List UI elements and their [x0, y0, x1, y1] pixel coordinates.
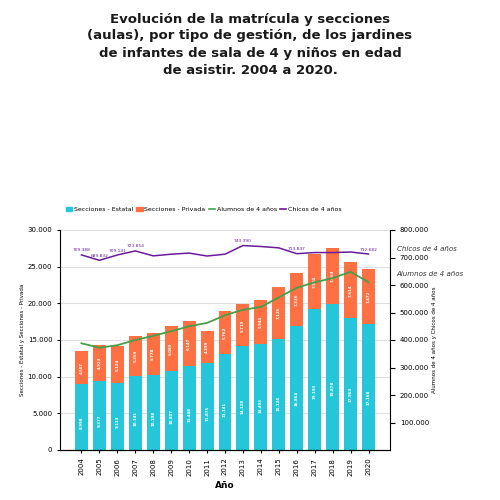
Legend: Secciones - Estatal, Secciones - Privada, Alumnos de 4 años, Chicos de 4 años: Secciones - Estatal, Secciones - Privada… [63, 204, 344, 215]
Text: 713.847: 713.847 [288, 247, 306, 251]
Bar [147, 333, 160, 375]
Text: 10.198: 10.198 [151, 411, 155, 426]
Text: 6.089: 6.089 [169, 342, 173, 354]
Text: 743.390: 743.390 [234, 239, 252, 243]
Text: 4.299: 4.299 [205, 341, 209, 353]
Bar [93, 345, 106, 381]
Bar [147, 375, 160, 450]
Bar [164, 326, 177, 370]
Bar [75, 351, 88, 384]
Bar [290, 272, 303, 326]
Text: 7.126: 7.126 [277, 306, 281, 319]
Bar [111, 383, 124, 450]
Text: 689.832: 689.832 [90, 254, 108, 258]
Y-axis label: Secciones - Estatal y Secciones - Privada: Secciones - Estatal y Secciones - Privad… [20, 284, 25, 396]
Bar [362, 270, 375, 324]
Bar [254, 300, 268, 344]
Bar [218, 312, 232, 354]
Bar [200, 332, 213, 363]
Bar [182, 321, 196, 366]
Text: 7.472: 7.472 [366, 290, 370, 303]
Text: 8.998: 8.998 [80, 416, 84, 428]
Bar [272, 339, 285, 450]
Text: 709.141: 709.141 [108, 248, 126, 252]
Text: Evolución de la matrícula y secciones
(aulas), por tipo de gestión, de los jardi: Evolución de la matrícula y secciones (a… [88, 12, 412, 76]
Bar [344, 318, 357, 450]
Text: 14.128: 14.128 [241, 399, 245, 414]
Text: 13.141: 13.141 [223, 402, 227, 417]
Text: 6.147: 6.147 [187, 338, 191, 349]
Bar [272, 287, 285, 339]
Text: 11.875: 11.875 [205, 406, 209, 421]
Text: 16.864: 16.864 [295, 390, 299, 406]
Bar [129, 336, 141, 376]
Bar [182, 366, 196, 450]
Text: 5.944: 5.944 [259, 316, 263, 328]
Bar [344, 262, 357, 318]
Bar [164, 370, 177, 450]
Text: 7.614: 7.614 [348, 284, 352, 296]
Text: 17.963: 17.963 [348, 387, 352, 402]
Text: 10.807: 10.807 [169, 409, 173, 424]
Bar [200, 363, 213, 450]
Text: 712.682: 712.682 [360, 248, 378, 252]
Text: 17.168: 17.168 [366, 390, 370, 404]
Text: 19.878: 19.878 [330, 381, 334, 396]
Bar [75, 384, 88, 450]
Bar [254, 344, 268, 450]
Text: 5.719: 5.719 [241, 319, 245, 332]
Text: Alumnos de 4 años: Alumnos de 4 años [396, 271, 464, 277]
Text: 11.448: 11.448 [187, 407, 191, 422]
Text: 10.141: 10.141 [134, 412, 138, 426]
Text: 7.336: 7.336 [295, 293, 299, 306]
Text: 7.663: 7.663 [330, 270, 334, 282]
Bar [326, 248, 339, 304]
Text: 5.359: 5.359 [134, 350, 138, 362]
Bar [362, 324, 375, 450]
X-axis label: Año: Año [215, 481, 235, 490]
Bar [308, 254, 321, 310]
Bar [111, 346, 124, 383]
Bar [308, 310, 321, 450]
Bar [290, 326, 303, 450]
Text: 9.377: 9.377 [98, 415, 102, 428]
Text: 4.507: 4.507 [80, 362, 84, 374]
Text: 14.493: 14.493 [259, 398, 263, 413]
Text: 709.388: 709.388 [72, 248, 90, 252]
Text: 9.113: 9.113 [116, 416, 119, 428]
Text: 723.854: 723.854 [126, 244, 144, 248]
Text: 19.193: 19.193 [312, 384, 316, 398]
Text: 5.124: 5.124 [116, 358, 119, 370]
Bar [326, 304, 339, 450]
Text: 15.124: 15.124 [277, 396, 281, 411]
Text: 7.504: 7.504 [312, 276, 316, 288]
Bar [218, 354, 232, 450]
Bar [236, 304, 250, 346]
Text: 5.762: 5.762 [223, 326, 227, 338]
Bar [236, 346, 250, 450]
Text: Chicos de 4 años: Chicos de 4 años [396, 246, 456, 252]
Text: 5.778: 5.778 [151, 348, 155, 360]
Y-axis label: Alumnos de 4 años y Chicos de 4 años: Alumnos de 4 años y Chicos de 4 años [432, 287, 437, 393]
Bar [129, 376, 141, 450]
Bar [93, 381, 106, 450]
Text: 4.923: 4.923 [98, 357, 102, 370]
